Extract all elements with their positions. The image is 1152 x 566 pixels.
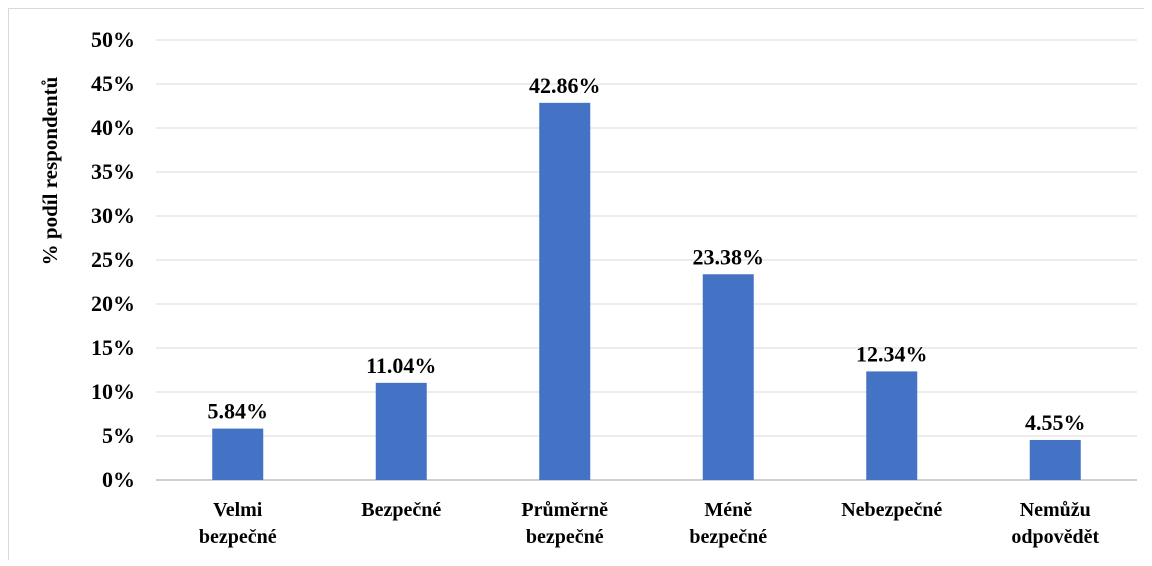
x-category-label: Nebezpečné — [841, 499, 942, 521]
x-category-label: Méně bezpečné — [689, 499, 767, 548]
y-tick-label: 25% — [91, 247, 135, 272]
x-category-label: Velmi bezpečné — [199, 499, 277, 548]
bar — [375, 382, 427, 480]
y-tick-label: 30% — [91, 203, 135, 228]
chart: 0% 5% 10% 15% 20% 25% 30% 35% 40% 45% 50% 5.84% 11.… — [8, 8, 1144, 560]
bar-chart-svg: 0% 5% 10% 15% 20% 25% 30% 35% 40% 45% 50% 5.84% 11.… — [38, 27, 1137, 548]
y-tick-label: 40% — [91, 115, 135, 140]
y-tick-label: 5% — [102, 423, 135, 448]
bar — [1029, 439, 1081, 480]
y-axis-title: % podíl respondentů — [38, 76, 62, 265]
y-tick-label: 50% — [91, 27, 135, 52]
bar — [539, 102, 591, 480]
data-label: 11.04% — [366, 353, 436, 378]
bar — [866, 371, 918, 480]
x-category-label-line: Bezpečné — [361, 499, 441, 521]
data-label: 12.34% — [856, 341, 928, 366]
x-category-label-line: Méně — [704, 499, 752, 521]
x-category-label: Nemůžu odpovědět — [1011, 499, 1099, 548]
gridlines — [156, 39, 1137, 481]
x-category-label-line: Nebezpečné — [841, 499, 942, 521]
y-tick-label: 20% — [91, 291, 135, 316]
data-label: 4.55% — [1025, 410, 1086, 435]
x-category-label: Bezpečné — [361, 499, 441, 521]
data-labels: 5.84% 11.04% 42.86% 23.38% 12.34% 4.55% — [208, 73, 1086, 435]
y-axis-ticks: 0% 5% 10% 15% 20% 25% 30% 35% 40% 45% 50% — [91, 27, 135, 492]
x-category-label-line: odpovědět — [1011, 526, 1099, 548]
x-category-label-line: Velmi — [213, 499, 263, 521]
bar — [702, 274, 754, 480]
x-category-label-line: Nemůžu — [1020, 499, 1091, 521]
x-category-label-line: Průměrně — [521, 499, 608, 521]
x-category-label-line: bezpečné — [199, 526, 277, 548]
x-category-label-line: bezpečné — [689, 526, 767, 548]
y-tick-label: 0% — [102, 467, 135, 492]
bars — [212, 102, 1081, 480]
x-category-label-line: bezpečné — [526, 526, 604, 548]
y-tick-label: 10% — [91, 379, 135, 404]
y-tick-label: 45% — [91, 71, 135, 96]
data-label: 5.84% — [208, 399, 269, 424]
data-label: 23.38% — [693, 244, 765, 269]
y-tick-label: 15% — [91, 335, 135, 360]
x-category-label: Průměrně bezpečné — [521, 499, 608, 548]
bar — [212, 428, 264, 480]
y-tick-label: 35% — [91, 159, 135, 184]
data-label: 42.86% — [529, 73, 601, 98]
